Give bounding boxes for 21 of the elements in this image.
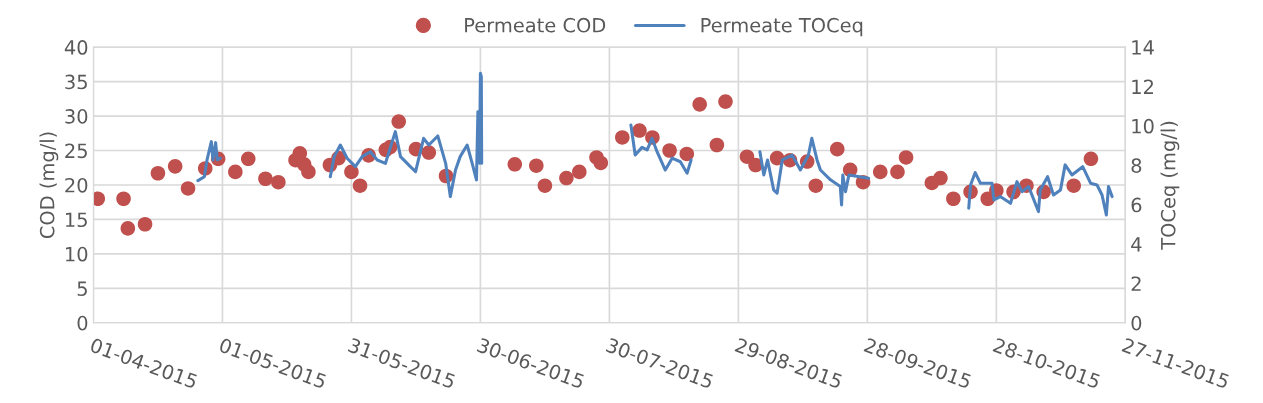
y2-axis-title: TOCeq (mg/l)	[1160, 121, 1180, 250]
y-tick-label: 40	[64, 40, 88, 55]
y2-tick-label: 8	[1131, 158, 1142, 173]
y-tick-label: 30	[65, 109, 88, 124]
y2-tick-label: 14	[1132, 40, 1154, 55]
y2-tick-label: 6	[1131, 197, 1142, 213]
y-tick-label: 35	[65, 74, 87, 90]
y-axis-title: COD (mg/l)	[39, 132, 59, 239]
y-tick-label: 20	[65, 177, 88, 193]
y-tick-label: 15	[65, 212, 87, 228]
legend-label: Permeate TOCeq	[701, 17, 863, 37]
y2-tick-label: 12	[1132, 79, 1153, 94]
y2-tick-label: 10	[1132, 118, 1154, 134]
y-tick-label: 25	[65, 143, 87, 159]
y-tick-label: 5	[77, 281, 87, 297]
legend-label: Permeate COD	[465, 17, 606, 33]
y2-tick-label: 0	[1131, 315, 1142, 331]
y2-tick-label: 4	[1131, 237, 1142, 252]
y-tick-label: 10	[65, 246, 88, 262]
y-tick-label: 0	[77, 315, 88, 331]
y2-tick-label: 2	[1131, 276, 1141, 291]
